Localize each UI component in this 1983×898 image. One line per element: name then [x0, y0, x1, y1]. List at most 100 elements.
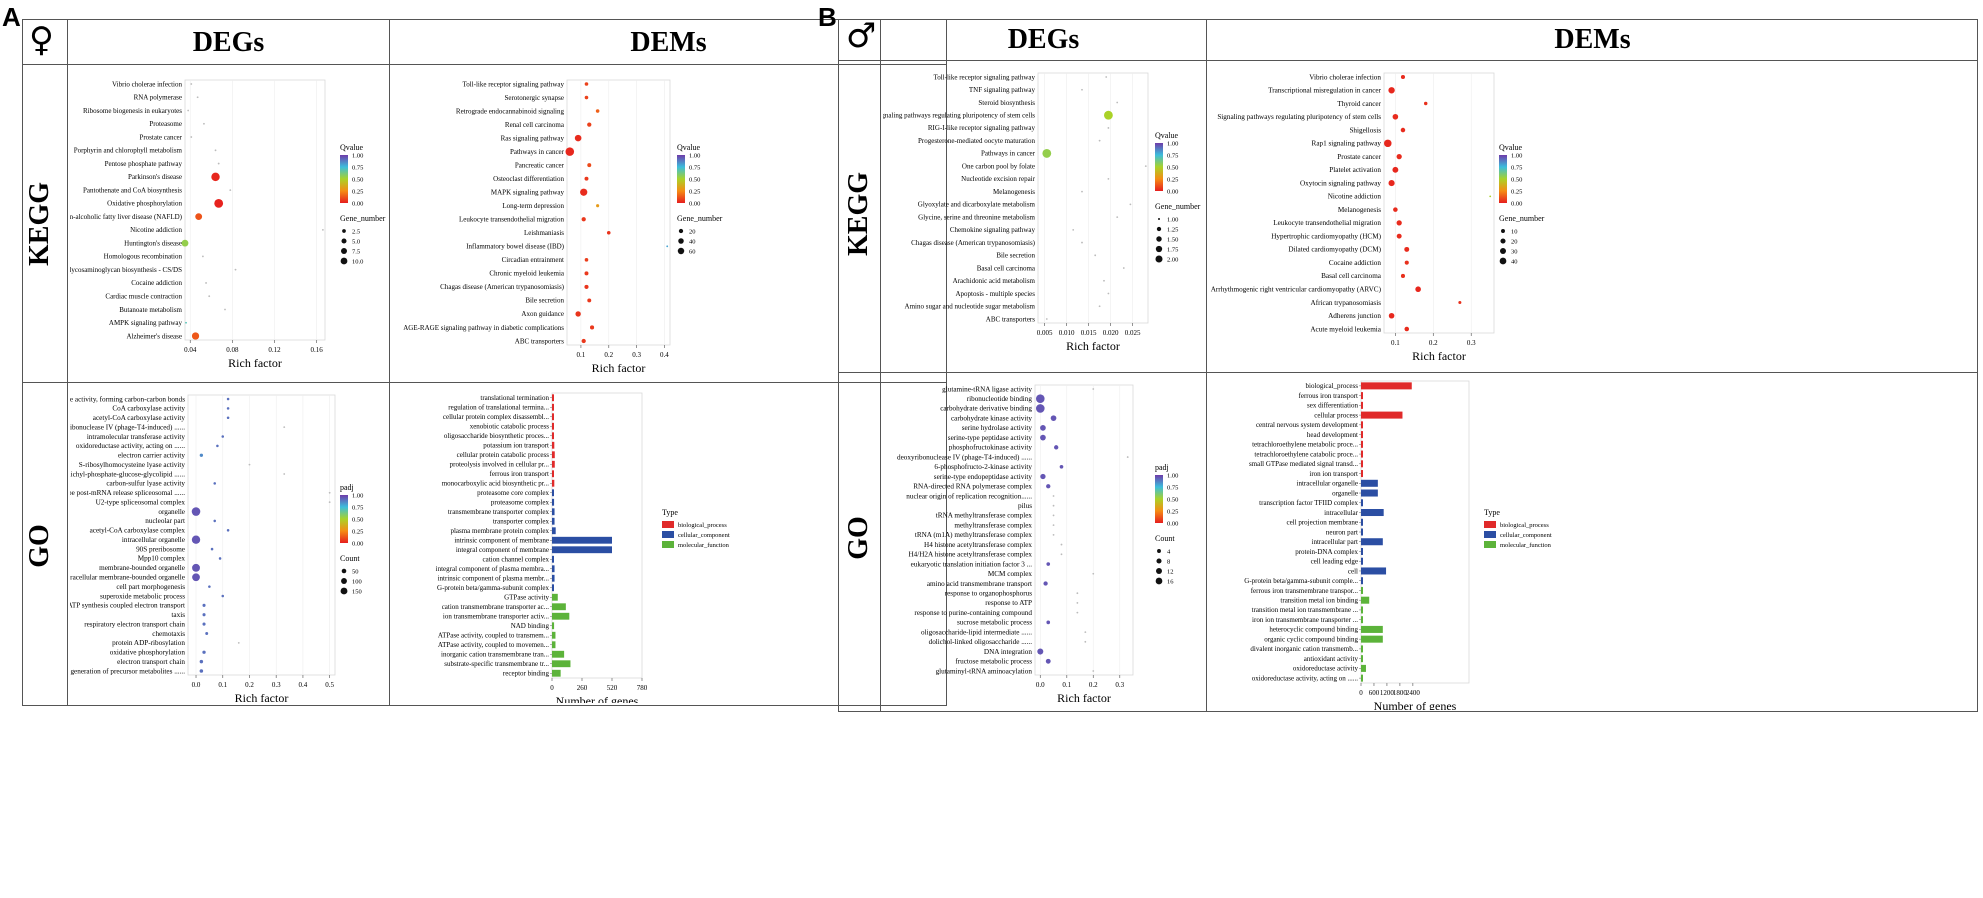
y-tick-label: Porphyrin and chlorophyll metabolism: [74, 147, 183, 155]
legend-swatch: [1484, 521, 1496, 528]
bar: [1361, 518, 1363, 526]
y-tick-label: superoxide metabolic process: [100, 592, 185, 600]
size-legend-dot: [1501, 229, 1505, 233]
y-tick-label: GTPase activity: [504, 594, 549, 602]
data-point: [224, 308, 226, 311]
panel-a-kegg-label: KEGG: [24, 182, 55, 267]
size-legend-dot: [1158, 218, 1160, 220]
data-point: [1059, 464, 1064, 469]
y-tick-label: Oxytocin signaling pathway: [1300, 179, 1381, 187]
y-tick-label: organic cyclic compound binding: [1264, 635, 1358, 643]
y-tick-label: Inflammatory bowel disease (IBD): [466, 243, 564, 251]
y-tick-label: iron ion transport: [1309, 470, 1358, 478]
y-tick-label: Nicotine addiction: [130, 226, 182, 234]
bar: [552, 631, 556, 639]
color-bar: [340, 155, 348, 203]
data-point: [283, 426, 286, 429]
y-tick-label: tetrachloroethylene metabolic proce...: [1252, 441, 1358, 449]
y-tick-label: Axon guidance: [521, 310, 564, 318]
data-point: [1043, 581, 1048, 586]
size-legend-label: 50: [352, 569, 359, 576]
y-tick-label: oxidoreductase activity, acting on .....…: [76, 442, 185, 450]
data-point: [1092, 388, 1095, 390]
data-point: [1404, 260, 1409, 265]
data-point: [1042, 149, 1052, 158]
size-legend-title: Gene_number: [1499, 214, 1545, 223]
color-bar-label: 0.25: [1511, 189, 1522, 196]
y-tick-label: acetyl-CoA carboxylase activity: [93, 414, 186, 422]
y-tick-label: ATPase activity, coupled to transmem...: [438, 632, 549, 640]
panel-a-row-divider: [22, 382, 947, 384]
y-tick-label: Chagas disease (American trypanosomiasis…: [440, 283, 564, 291]
data-point: [1045, 318, 1048, 320]
y-tick-label: tetrachloroethylene catabolic proce...: [1254, 450, 1358, 458]
y-tick-label: membrane-bounded organelle: [99, 564, 185, 572]
y-tick-label: proteasome core complex: [477, 489, 549, 497]
y-tick-label: Chronic myeloid leukemia: [489, 270, 565, 278]
x-axis-title: Rich factor: [1057, 691, 1111, 705]
data-point: [283, 473, 286, 475]
data-point: [187, 109, 190, 112]
x-axis-title: Rich factor: [1066, 339, 1120, 353]
y-tick-label: 90S preribosome: [136, 545, 185, 553]
y-tick-label: tRNA (m1A) methyltransferase complex: [915, 531, 1033, 539]
kegg-dems-female-chart: 0.1 0.2 0.3 0.4 Toll-like receptor signaling…: [403, 79, 723, 375]
data-point: [210, 547, 214, 551]
panel-b-label-divider: [880, 19, 882, 712]
bar: [1361, 577, 1363, 585]
size-legend-dot: [340, 257, 348, 265]
y-tick-label: Pathways in cancer: [510, 148, 565, 156]
y-tick-label: Glycosaminoglycan biosynthesis - CS/DS: [70, 266, 182, 274]
data-point: [199, 659, 204, 664]
data-point: [1046, 484, 1051, 489]
data-point: [1052, 514, 1055, 517]
size-legend-title: Gene_number: [340, 214, 386, 223]
bar: [552, 574, 555, 582]
y-tick-label: Chemokine signaling pathway: [950, 226, 1036, 234]
panel-a-degs-header: DEGs: [192, 27, 265, 58]
size-legend-dot: [341, 568, 347, 574]
y-tick-label: oligosaccharide biosynthetic proces...: [444, 432, 549, 440]
data-point: [1052, 495, 1055, 497]
x-tick-label: 780: [637, 684, 648, 692]
x-tick-label: 520: [607, 684, 618, 692]
size-legend-dot: [1155, 245, 1163, 253]
y-tick-label: oligosaccharide-lipid intermediate .....…: [921, 628, 1032, 636]
y-tick-label: Chagas disease (American trypanosomiasis…: [911, 239, 1035, 247]
y-tick-label: carbohydrate derivative binding: [940, 405, 1032, 413]
y-tick-label: Glycine, serine and threonine metabolism: [918, 213, 1035, 221]
panel-a-go-label: GO: [24, 524, 55, 568]
x-tick-label: 0.025: [1125, 329, 1141, 337]
data-point: [214, 149, 217, 152]
bar: [1361, 547, 1363, 555]
male-symbol-icon: ♂: [846, 16, 877, 56]
size-legend-dot: [678, 228, 684, 234]
y-tick-label: G-protein beta/gamma-subunit complex: [437, 584, 549, 592]
x-tick-label: 0.0: [1036, 681, 1045, 689]
data-point: [1392, 113, 1399, 120]
data-point: [185, 321, 187, 324]
y-tick-label: U2-type spliceosomal complex: [96, 498, 186, 506]
bar: [552, 403, 554, 411]
y-tick-label: proteolysis involved in cellular pr...: [450, 461, 550, 469]
x-tick-label: 0.3: [632, 351, 641, 359]
y-tick-label: H4 histone acetyltransferase complex: [924, 541, 1032, 549]
x-tick-label: 0.2: [245, 681, 254, 689]
y-tick-label: cellular protein complex disassembl...: [443, 413, 549, 421]
data-point: [1092, 572, 1095, 575]
type-legend-title: Type: [662, 508, 678, 517]
size-legend-label: 1.00: [1167, 217, 1178, 224]
data-point: [1107, 292, 1110, 295]
y-tick-label: protein-DNA complex: [1295, 548, 1358, 556]
y-tick-label: CoA carboxylase activity: [112, 405, 185, 413]
y-tick-label: serine-type peptidase activity: [948, 434, 1033, 442]
y-tick-label: DNA integration: [984, 648, 1033, 656]
data-point: [201, 255, 204, 258]
y-tick-label: ribonucleotide binding: [967, 395, 1033, 403]
data-point: [202, 622, 206, 626]
size-legend-label: 1.50: [1167, 237, 1178, 244]
bar: [1361, 392, 1363, 400]
panel-a-frame: [22, 19, 947, 706]
data-point: [1052, 504, 1055, 507]
size-legend-dot: [1155, 577, 1163, 585]
